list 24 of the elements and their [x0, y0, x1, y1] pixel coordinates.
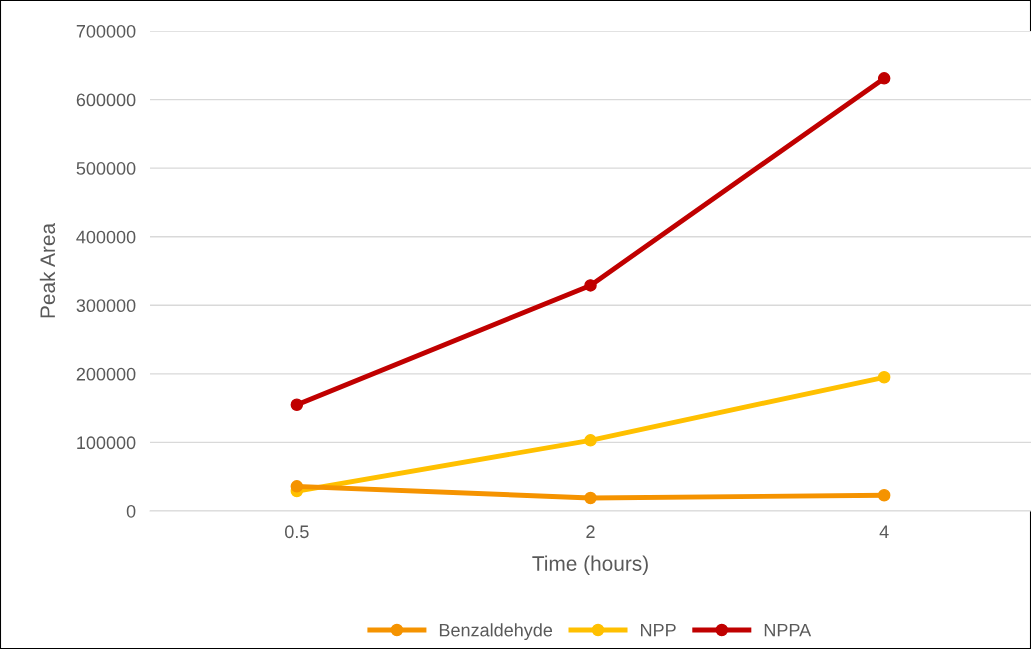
legend-label: NPP	[641, 623, 676, 637]
point	[290, 480, 304, 493]
point	[584, 491, 597, 505]
y-tick-label: 200000	[76, 367, 136, 381]
point	[584, 279, 597, 292]
y-tick-label: 600000	[76, 93, 136, 107]
point	[877, 488, 891, 502]
y-tick-label: 0	[126, 504, 136, 518]
x-tick-label: 2	[586, 525, 595, 538]
y-axis-title: Peak Area	[39, 222, 56, 318]
legend-label: Benzaldehyde	[439, 623, 553, 641]
y-tick-label: 400000	[76, 230, 136, 244]
y-tick-label: 500000	[76, 162, 136, 175]
point	[877, 72, 891, 85]
point	[877, 371, 891, 384]
y-tick-label: 300000	[76, 299, 136, 313]
y-tick-label: 700000	[76, 24, 136, 38]
x-axis-title: Time (hours)	[532, 555, 648, 576]
point	[290, 398, 304, 411]
point	[584, 434, 597, 447]
x-tick-label: 0.5	[284, 525, 309, 539]
x-tick-label: 4	[879, 525, 889, 538]
legend-label: NPPA	[764, 623, 812, 637]
y-tick-label: 100000	[77, 436, 136, 450]
